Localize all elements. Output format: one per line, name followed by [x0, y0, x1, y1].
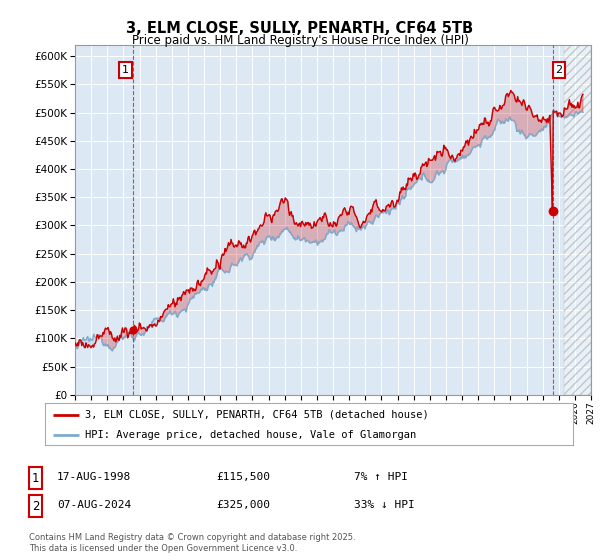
Text: 17-AUG-1998: 17-AUG-1998 [57, 472, 131, 482]
Text: 07-AUG-2024: 07-AUG-2024 [57, 500, 131, 510]
Text: 1: 1 [122, 65, 129, 75]
Text: 33% ↓ HPI: 33% ↓ HPI [354, 500, 415, 510]
Text: 2: 2 [32, 500, 39, 513]
Text: HPI: Average price, detached house, Vale of Glamorgan: HPI: Average price, detached house, Vale… [85, 430, 416, 440]
Bar [563, 28, 591, 395]
Text: 2: 2 [556, 65, 563, 75]
Text: Price paid vs. HM Land Registry's House Price Index (HPI): Price paid vs. HM Land Registry's House … [131, 34, 469, 46]
Text: £115,500: £115,500 [216, 472, 270, 482]
Text: 3, ELM CLOSE, SULLY, PENARTH, CF64 5TB: 3, ELM CLOSE, SULLY, PENARTH, CF64 5TB [127, 21, 473, 36]
Bar [563, 28, 591, 395]
Text: Contains HM Land Registry data © Crown copyright and database right 2025.
This d: Contains HM Land Registry data © Crown c… [29, 533, 355, 553]
Text: 7% ↑ HPI: 7% ↑ HPI [354, 472, 408, 482]
Text: 1: 1 [32, 472, 39, 485]
Text: £325,000: £325,000 [216, 500, 270, 510]
Text: 3, ELM CLOSE, SULLY, PENARTH, CF64 5TB (detached house): 3, ELM CLOSE, SULLY, PENARTH, CF64 5TB (… [85, 410, 428, 420]
